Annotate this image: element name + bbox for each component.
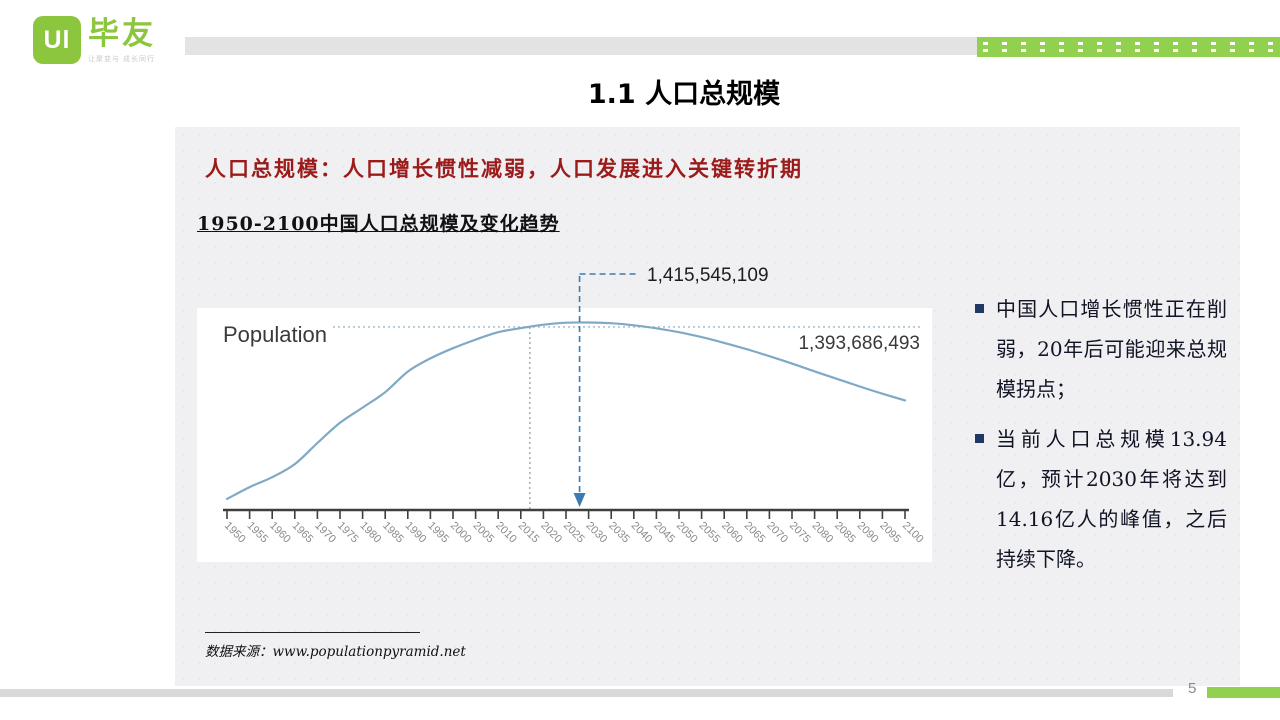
footer-green-block — [1207, 687, 1280, 698]
footer-gray-bar — [0, 689, 1173, 697]
chart-title: Population — [223, 322, 327, 347]
header-gray-bar — [185, 37, 977, 55]
population-chart: 1950 1955 1960 1965 1970 1975 1980 1985 1990 1995… — [197, 260, 932, 565]
page-number: 5 — [1188, 680, 1197, 697]
section-headline: 人口总规模：人口增长惯性减弱，人口发展进入关键转折期 — [205, 156, 803, 181]
down-arrow-icon — [573, 493, 586, 507]
page-title: 1.1 人口总规模 — [587, 79, 781, 110]
content-panel: 人口总规模：人口增长惯性减弱，人口发展进入关键转折期 1950-2100中国人口… — [175, 127, 1240, 686]
chart-subtitle: 1950-2100中国人口总规模及变化趋势 — [197, 213, 560, 235]
source-text: 数据来源：www.populationpyramid.net — [205, 644, 466, 660]
dash-pattern-row — [983, 42, 1276, 45]
list-item: 当前人口总规模13.94亿，预计2030年将达到14.16亿人的峰值，之后持续下… — [975, 419, 1227, 579]
chart-plot-background — [197, 308, 932, 562]
bullet-text: 当前人口总规模13.94亿，预计2030年将达到14.16亿人的峰值，之后持续下… — [996, 427, 1227, 571]
data-source: 数据来源：www.populationpyramid.net — [205, 632, 466, 660]
company-logo: Ul 毕友 让聚变与 成长同行 — [33, 16, 156, 64]
logo-mark-icon: Ul — [33, 16, 81, 64]
bullet-text: 中国人口增长惯性正在削弱，20年后可能迎来总规模拐点； — [996, 297, 1227, 401]
source-divider-line — [205, 632, 420, 633]
peak-value-label: 1,415,545,109 — [647, 265, 769, 286]
population-line-series — [225, 321, 907, 500]
logo-tagline: 让聚变与 成长同行 — [88, 56, 155, 63]
list-item: 中国人口增长惯性正在削弱，20年后可能迎来总规模拐点； — [975, 289, 1227, 409]
key-points-list: 中国人口增长惯性正在削弱，20年后可能迎来总规模拐点； 当前人口总规模13.94… — [975, 289, 1227, 589]
current-value-label: 1,393,686,493 — [798, 333, 920, 354]
square-bullet-icon — [975, 434, 984, 443]
dash-pattern-row — [983, 49, 1276, 52]
square-bullet-icon — [975, 304, 984, 313]
header-green-dotted-bar — [977, 37, 1280, 57]
logo-wordmark: 毕友 — [88, 16, 156, 52]
